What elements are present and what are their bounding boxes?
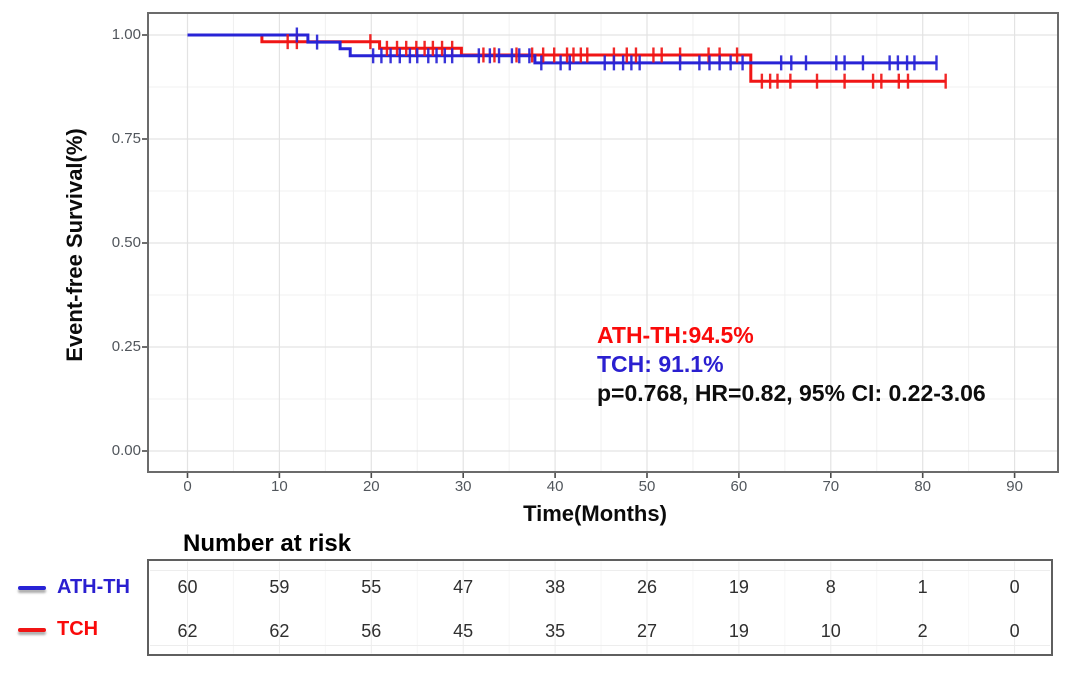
legend-label-tch: TCH: [57, 618, 99, 640]
risk-table-title: Number at risk: [183, 530, 352, 557]
risk-count-tch-m50: 27: [636, 621, 658, 641]
risk-count-ath-th-m70: 8: [825, 577, 836, 597]
y-tick-label-0.00: 0.00: [111, 442, 141, 459]
risk-count-tch-m30: 45: [453, 621, 474, 641]
risk-count-tch-m90: 0: [1009, 621, 1020, 641]
risk-count-ath-th-m90: 0: [1009, 577, 1020, 597]
risk-count-tch-m70: 10: [820, 621, 841, 641]
stats-annotation: ATH-TH:94.5% TCH: 91.1% p=0.768, HR=0.82…: [597, 321, 986, 408]
risk-count-tch-m80: 2: [917, 621, 928, 641]
annotation-pvalue-hr-ci: p=0.768, HR=0.82, 95% CI: 0.22-3.06: [597, 380, 986, 406]
x-tick-label-80: 80: [914, 478, 932, 495]
x-tick-label-10: 10: [271, 478, 288, 495]
x-tick-label-0: 0: [183, 478, 192, 495]
risk-count-ath-th-m10: 59: [269, 577, 290, 597]
x-tick-label-50: 50: [638, 478, 656, 495]
x-tick-label-40: 40: [546, 478, 564, 495]
x-tick-label-30: 30: [454, 478, 472, 495]
legend-line-tch: [18, 628, 46, 632]
x-tick-label-90: 90: [1006, 478, 1023, 495]
km-curve-tch: [187, 33, 946, 83]
risk-count-tch-m0: 62: [177, 621, 198, 641]
risk-count-tch-m20: 56: [361, 621, 382, 641]
x-tick-label-20: 20: [362, 478, 380, 495]
risk-count-ath-th-m50: 26: [636, 577, 658, 597]
x-axis-title: Time(Months): [523, 501, 667, 526]
y-axis-title: Event-free Survival(%): [62, 128, 87, 362]
y-tick-label-0.50: 0.50: [111, 234, 141, 251]
annotation-group2-survival: TCH: 91.1%: [597, 351, 724, 377]
risk-count-tch-m10: 62: [269, 621, 290, 641]
x-tick-label-60: 60: [730, 478, 748, 495]
y-tick-label-0.75: 0.75: [111, 130, 141, 147]
risk-count-ath-th-m30: 47: [453, 577, 474, 597]
y-tick-label-0.25: 0.25: [111, 338, 141, 355]
annotation-group1-survival: ATH-TH:94.5%: [597, 322, 754, 348]
risk-count-ath-th-m60: 19: [728, 577, 749, 597]
km-curve-ath-th: [187, 33, 937, 65]
y-tick-label-1.00: 1.00: [111, 26, 141, 43]
risk-count-tch-m60: 19: [728, 621, 749, 641]
risk-count-tch-m40: 35: [545, 621, 566, 641]
legend-line-ath-th: [18, 586, 46, 590]
risk-table-border: [147, 559, 1053, 656]
legend-label-ath-th: ATH-TH: [57, 576, 130, 598]
x-tick-label-70: 70: [822, 478, 840, 495]
risk-count-ath-th-m40: 38: [545, 577, 566, 597]
plot-panel-border: [147, 12, 1059, 473]
risk-count-ath-th-m0: 60: [177, 577, 198, 597]
risk-count-ath-th-m80: 1: [917, 577, 928, 597]
risk-count-ath-th-m20: 55: [361, 577, 382, 597]
